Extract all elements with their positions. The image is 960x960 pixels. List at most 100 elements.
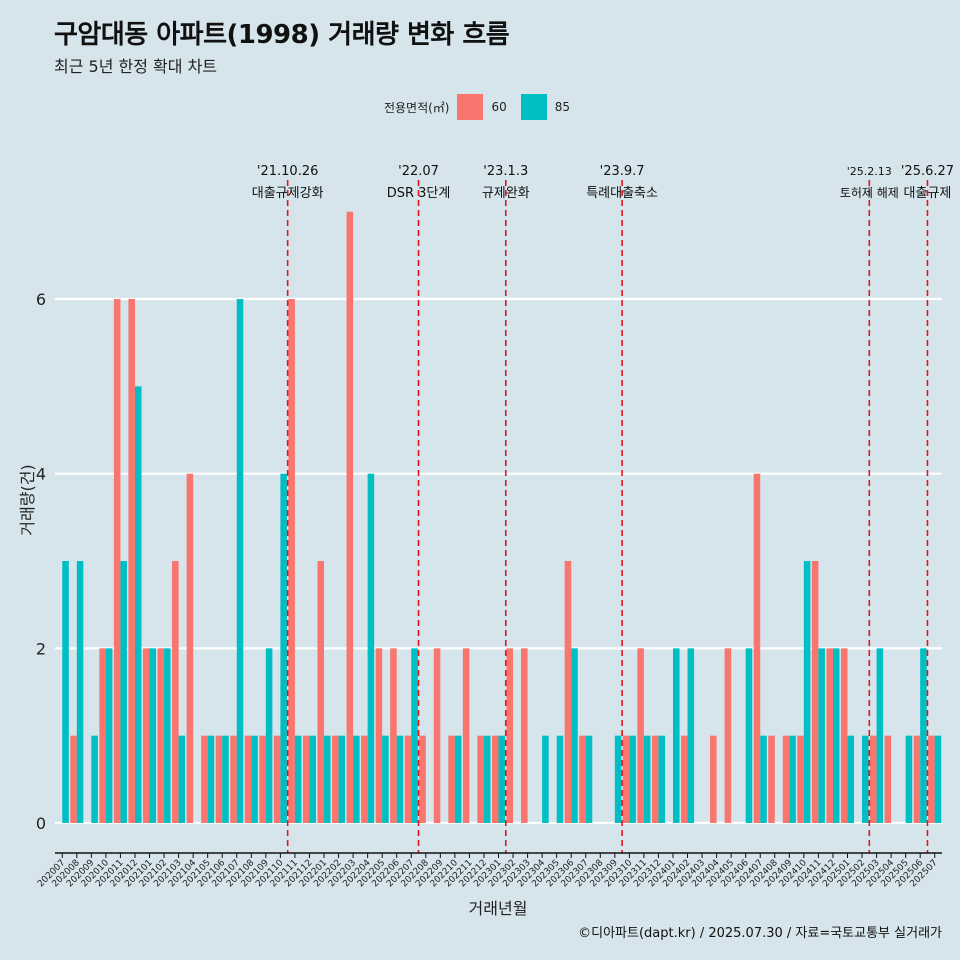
bar-85-202310 (629, 735, 636, 823)
bar-85-202007 (62, 561, 69, 823)
bar-85-202309 (614, 735, 622, 823)
bar-85-202206 (396, 735, 404, 823)
bar-60-202202 (332, 735, 339, 823)
bar-60-202210 (448, 735, 455, 823)
legend-label-60: 60 (491, 100, 507, 114)
bar-60-202507 (928, 735, 935, 823)
bar-85-202304 (542, 735, 549, 823)
bar-60-202405 (724, 648, 732, 823)
bar-85-202401 (672, 648, 680, 823)
bar-85-202011 (120, 561, 127, 823)
bar-60-202501 (840, 648, 848, 823)
y-tick-label-4: 4 (36, 465, 46, 484)
bar-60-202209 (433, 648, 441, 823)
bar-85-202407 (760, 735, 767, 823)
bar-85-202205 (382, 735, 389, 823)
bar-85-202212 (483, 735, 491, 823)
bar-60-202310 (622, 735, 630, 823)
bar-60-202010 (99, 648, 106, 823)
bar-85-202108 (251, 735, 258, 823)
bar-85-202203 (353, 735, 360, 823)
bar-60-202409 (782, 735, 790, 823)
bar-85-202210 (454, 735, 462, 823)
bar-85-202406 (745, 648, 753, 823)
y-axis-label: 거래량(건) (18, 464, 37, 535)
bar-60-202404 (710, 735, 717, 823)
bar-85-202009 (91, 735, 98, 823)
chart-subtitle: 최근 5년 한정 확대 차트 (54, 57, 218, 76)
event-label-1: DSR 3단계 (387, 186, 451, 201)
event-label-0: 대출규제강화 (252, 186, 324, 201)
bar-60-202208 (419, 735, 426, 823)
legend: 전용면적(㎡) 60 85 (0, 93, 960, 121)
bar-85-202409 (789, 735, 796, 823)
bar-60-202106 (215, 735, 223, 823)
bar-85-202102 (164, 648, 171, 823)
bar-85-202103 (178, 735, 186, 823)
bar-85-202204 (367, 473, 375, 823)
legend-label-85: 85 (554, 100, 571, 114)
bar-60-202412 (826, 648, 833, 823)
bar-85-202412 (832, 648, 840, 823)
legend-key-85 (520, 94, 547, 120)
event-label-5: 대출규제 (904, 186, 952, 201)
bar-85-202503 (876, 648, 884, 823)
bar-60-202207 (404, 735, 412, 823)
bar-85-202111 (294, 735, 302, 823)
bar-85-202507 (934, 735, 942, 823)
event-date-3: '23.9.7 (600, 164, 645, 179)
x-axis: 2020072020082020092020102020112020122021… (36, 852, 942, 889)
bar-60-202104 (186, 473, 194, 823)
bar-60-202402 (680, 735, 688, 823)
bar-60-202103 (172, 561, 179, 823)
bars (62, 211, 942, 823)
bar-60-202201 (317, 561, 324, 823)
bar-60-202111 (288, 299, 295, 823)
bar-85-202008 (76, 561, 84, 823)
bar-85-202501 (847, 735, 855, 823)
bar-60-202306 (564, 561, 572, 823)
bar-60-202410 (797, 735, 804, 823)
bar-60-202303 (521, 648, 528, 823)
bar-85-202306 (571, 648, 578, 823)
event-lines: '21.10.26 대출규제강화 '22.07 DSR 3단계 '23.1.3 규제완화 '… (252, 164, 954, 853)
event-date-2: '23.1.3 (483, 164, 528, 179)
y-axis: 0 2 4 6 (36, 290, 46, 833)
bar-60-202503 (870, 735, 877, 823)
bar-60-202109 (259, 735, 266, 823)
bar-85-202410 (803, 561, 811, 823)
y-tick-label-0: 0 (36, 814, 46, 833)
bar-85-202301 (498, 735, 506, 823)
event-label-2: 규제완화 (482, 186, 530, 201)
bar-60-202312 (651, 735, 659, 823)
bar-85-202110 (280, 473, 287, 823)
bar-85-202312 (658, 735, 665, 823)
x-axis-label: 거래년월 (469, 899, 528, 918)
bar-60-202108 (244, 735, 252, 823)
bar-85-202207 (411, 648, 418, 823)
bar-85-202112 (309, 735, 317, 823)
bar-85-202012 (134, 386, 142, 823)
bar-85-202411 (818, 648, 825, 823)
bar-85-202201 (324, 735, 331, 823)
bar-60-202203 (346, 211, 354, 823)
bar-85-202505 (905, 735, 913, 823)
chart-title: 구암대동 아파트(1998) 거래량 변화 흐름 (54, 20, 510, 50)
event-date-4: '25.2.13 (847, 165, 892, 178)
bar-85-202311 (643, 735, 651, 823)
bar-60-202011 (113, 299, 121, 823)
bar-60-202408 (768, 735, 775, 823)
bar-60-202012 (128, 299, 135, 823)
event-date-5: '25.6.27 (901, 164, 954, 179)
bar-85-202305 (556, 735, 564, 823)
legend-key-60 (457, 94, 484, 120)
legend-item-60: 60 (457, 94, 507, 120)
bar-60-202204 (361, 735, 368, 823)
bar-60-202411 (811, 561, 819, 823)
bar-85-202506 (920, 648, 927, 823)
bar-60-202112 (302, 735, 310, 823)
bar-60-202102 (157, 648, 165, 823)
bar-60-202302 (506, 648, 514, 823)
bar-60-202311 (637, 648, 644, 823)
